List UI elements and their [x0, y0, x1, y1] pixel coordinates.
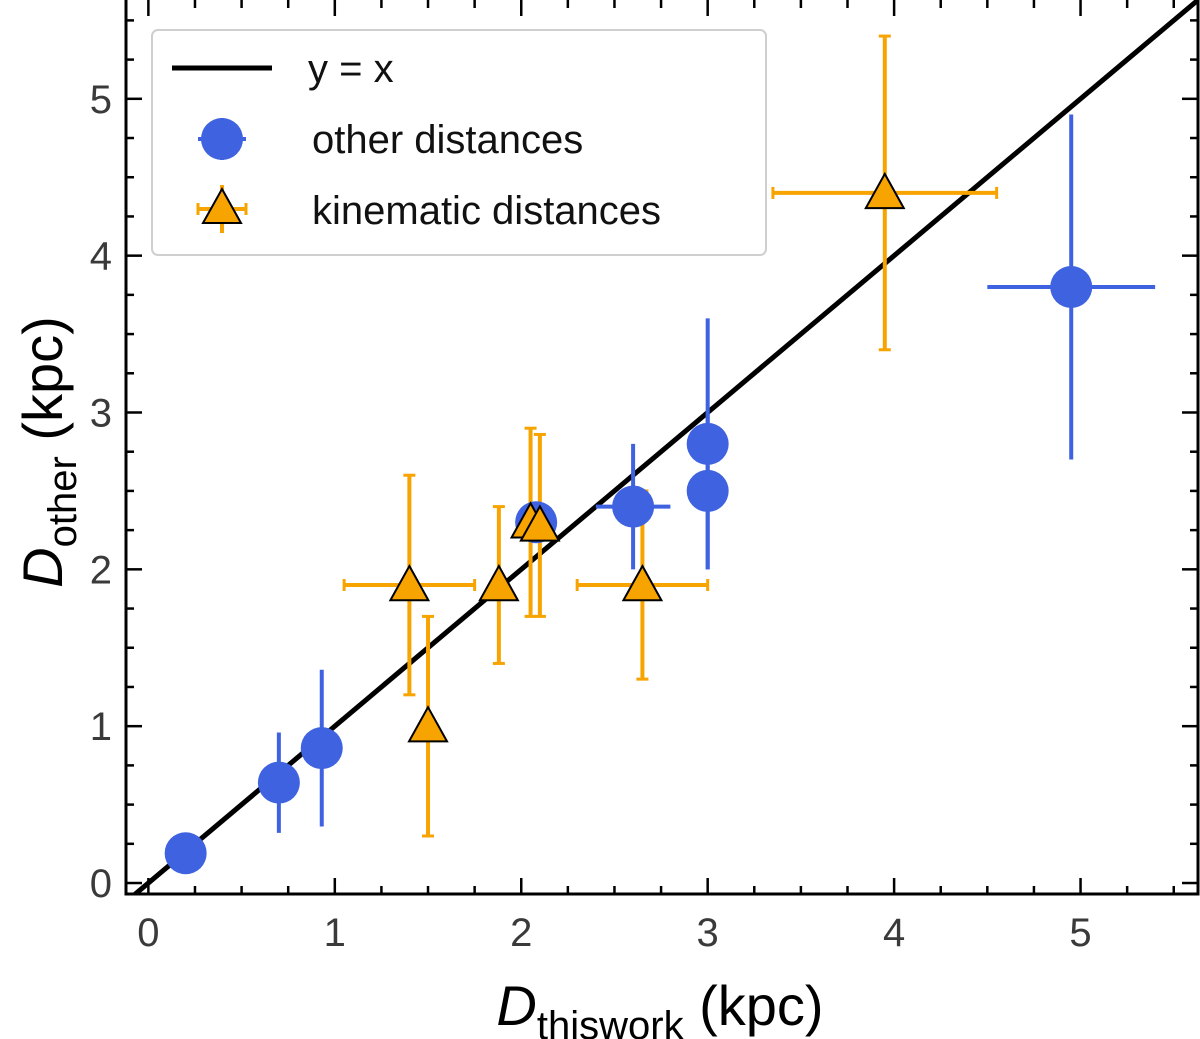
- data-point-other: [686, 422, 729, 465]
- x-tick-label: 2: [510, 911, 532, 955]
- y-tick-label: 0: [90, 862, 112, 906]
- data-point-other: [686, 469, 729, 512]
- x-tick-label: 5: [1069, 911, 1091, 955]
- y-tick-label: 2: [90, 548, 112, 592]
- legend-label-kinematic: kinematic distances: [312, 189, 661, 233]
- data-point-other: [257, 761, 300, 804]
- data-point-other: [164, 832, 207, 875]
- legend-marker-other: [198, 118, 246, 160]
- data-point-other: [300, 727, 343, 770]
- y-tick-label: 5: [90, 78, 112, 122]
- legend-box: [151, 29, 767, 256]
- x-tick-label: 1: [324, 911, 346, 955]
- data-point-kinematic: [864, 171, 906, 210]
- y-tick-label: 1: [90, 705, 112, 749]
- legend-marker-kinematic: [196, 185, 248, 233]
- data-point-other: [1050, 266, 1093, 309]
- y-tick-label: 3: [90, 391, 112, 435]
- x-tick-label: 0: [137, 911, 159, 955]
- data-point-kinematic: [478, 563, 520, 602]
- data-point-kinematic: [388, 563, 431, 602]
- x-axis-label: Dthiswork (kpc): [496, 974, 823, 1039]
- data-point-kinematic: [519, 504, 561, 542]
- legend-label-other: other distances: [312, 118, 583, 162]
- legend-label-line: y = x: [308, 47, 394, 91]
- x-tick-label: 3: [697, 911, 719, 955]
- data-point-kinematic: [621, 563, 664, 602]
- x-tick-label: 4: [883, 911, 905, 955]
- y-axis-label: Dother (kpc): [11, 316, 85, 588]
- data-point-other: [612, 485, 655, 528]
- data-point-kinematic: [407, 705, 449, 743]
- y-tick-label: 4: [90, 235, 112, 279]
- legend: y = x other distances kinematic distance…: [151, 29, 767, 256]
